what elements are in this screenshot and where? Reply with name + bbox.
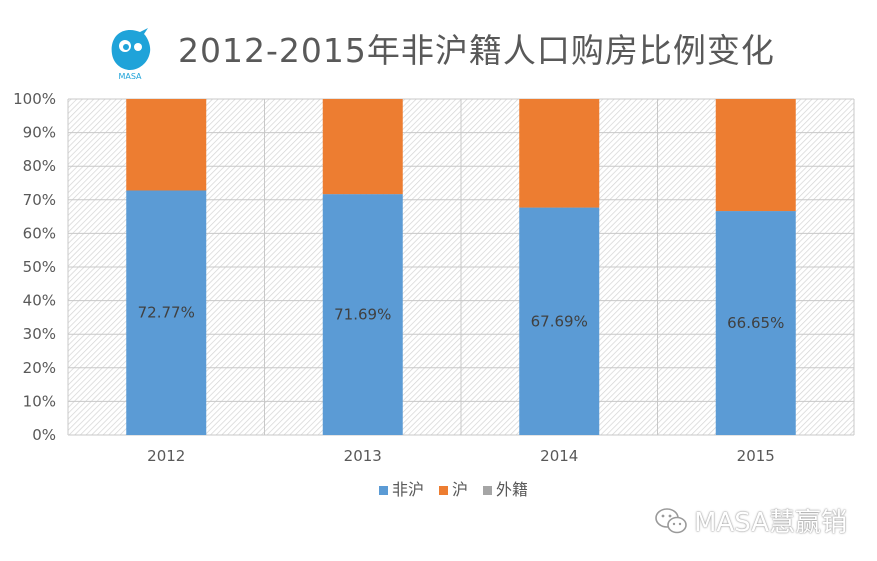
- bar-segment: [126, 190, 207, 435]
- masa-logo: MASA: [111, 28, 151, 81]
- y-tick-label: 0%: [32, 426, 56, 444]
- data-label: 67.69%: [531, 312, 588, 330]
- y-tick-label: 50%: [23, 258, 56, 276]
- data-label: 72.77%: [138, 304, 195, 322]
- watermark: MASA慧赢销: [654, 502, 847, 539]
- legend-swatch: [439, 486, 448, 495]
- bar-segment: [322, 194, 403, 435]
- y-tick-label: 80%: [23, 157, 56, 175]
- bar-segment: [715, 211, 796, 435]
- y-tick-label: 100%: [13, 90, 56, 108]
- y-tick-label: 10%: [23, 392, 56, 410]
- legend-label: 非沪: [392, 480, 424, 499]
- y-tick-label: 40%: [23, 292, 56, 310]
- bar-segment: [715, 99, 796, 212]
- wechat-icon: [655, 507, 687, 533]
- legend-label: 沪: [452, 480, 468, 499]
- data-label: 66.65%: [727, 314, 784, 332]
- y-tick-label: 60%: [23, 224, 56, 242]
- legend-label: 外籍: [496, 480, 528, 499]
- x-tick-label: 2013: [344, 447, 382, 465]
- bar-segment: [126, 99, 207, 191]
- bar-segment: [322, 99, 403, 195]
- bar-segment: [519, 207, 600, 435]
- y-tick-label: 20%: [23, 359, 56, 377]
- chart-title: 2012-2015年非沪籍人口购房比例变化: [178, 31, 775, 70]
- watermark-text: MASA慧赢销: [694, 508, 847, 538]
- x-tick-label: 2014: [540, 447, 578, 465]
- logo-text: MASA: [118, 72, 142, 81]
- y-tick-label: 90%: [23, 124, 56, 142]
- y-tick-label: 30%: [23, 325, 56, 343]
- data-label: 71.69%: [334, 306, 391, 324]
- x-tick-label: 2012: [147, 447, 185, 465]
- x-tick-label: 2015: [737, 447, 775, 465]
- legend-swatch: [483, 486, 492, 495]
- y-tick-label: 70%: [23, 191, 56, 209]
- legend-swatch: [379, 486, 388, 495]
- bar-segment: [519, 99, 600, 208]
